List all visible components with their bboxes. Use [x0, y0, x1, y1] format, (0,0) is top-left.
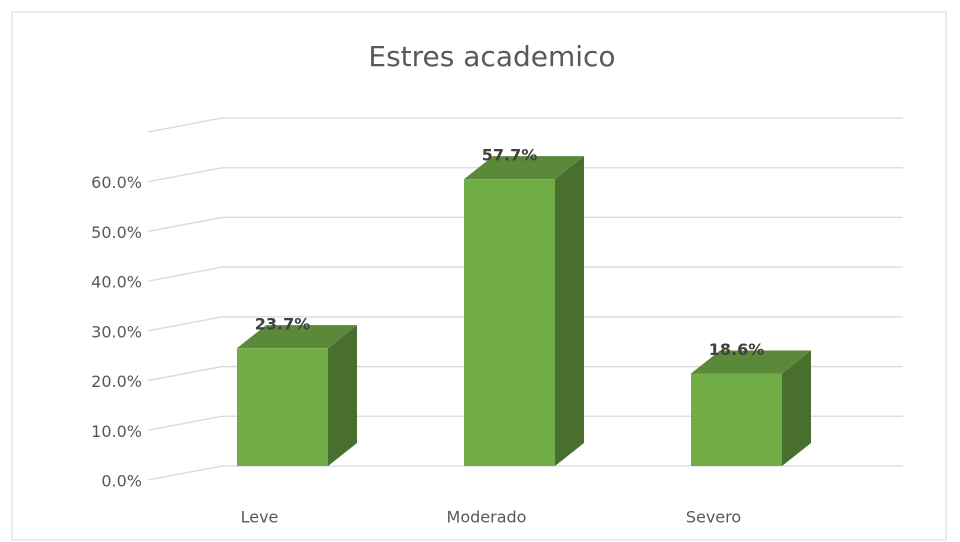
bar-top: [691, 350, 811, 374]
grid-line-side: [147, 167, 223, 183]
grid-line-side: [147, 117, 223, 133]
bar-front: [237, 348, 328, 466]
chart-title: Estres academico: [368, 40, 615, 73]
y-tick-label: 20.0%: [91, 372, 142, 391]
x-tick-label: Severo: [686, 508, 741, 527]
bar-top: [237, 325, 357, 349]
value-label: 23.7%: [255, 315, 311, 334]
value-label: 18.6%: [709, 340, 765, 359]
x-tick-label: Leve: [241, 508, 279, 527]
y-tick-label: 30.0%: [91, 322, 142, 341]
bar-top: [464, 156, 584, 180]
grid-line-side: [147, 316, 223, 332]
grid-line-side: [147, 465, 223, 481]
y-tick-label: 60.0%: [91, 173, 142, 192]
bar-front: [691, 373, 782, 466]
grid-line-side: [147, 415, 223, 431]
y-tick-label: 50.0%: [91, 223, 142, 242]
bar-side: [782, 350, 811, 466]
grid-line-side: [147, 216, 223, 233]
bar-side: [555, 156, 584, 467]
bar-front: [464, 179, 555, 467]
bar-side: [328, 325, 357, 466]
y-tick-label: 0.0%: [101, 472, 142, 491]
y-tick-label: 40.0%: [91, 273, 142, 292]
y-tick-label: 10.0%: [91, 422, 142, 441]
value-label: 57.7%: [482, 146, 538, 165]
grid-line-side: [147, 266, 223, 282]
x-tick-label: Moderado: [447, 508, 527, 527]
grid-line-side: [147, 365, 223, 382]
